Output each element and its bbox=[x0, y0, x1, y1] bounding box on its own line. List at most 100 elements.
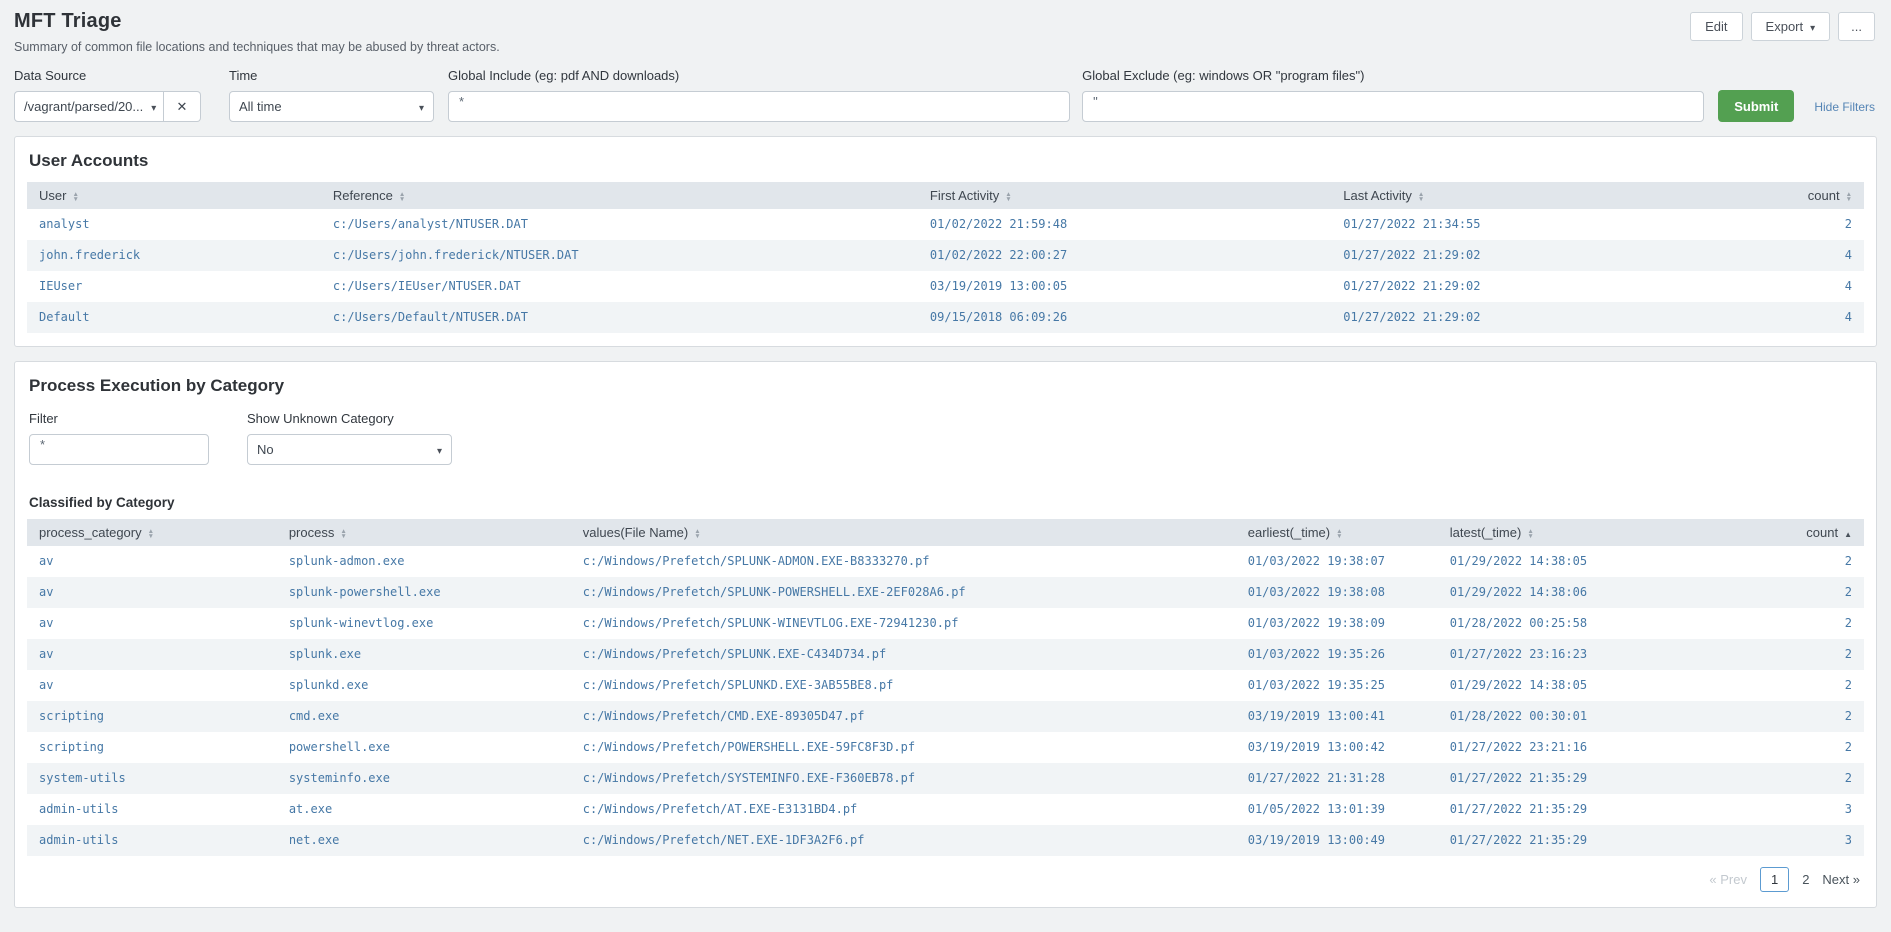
table-cell[interactable]: 2 bbox=[1844, 217, 1852, 231]
table-cell[interactable]: analyst bbox=[39, 217, 90, 231]
submit-button[interactable]: Submit bbox=[1718, 90, 1795, 122]
column-header-first-activity[interactable]: First Activity ▲ ▼ bbox=[917, 182, 1332, 209]
column-header-earliest-time[interactable]: earliest(_time) ▲ ▼ bbox=[1235, 519, 1438, 546]
table-cell[interactable]: 01/29/2022 14:38:05 bbox=[1449, 554, 1588, 568]
table-cell[interactable]: 4 bbox=[1844, 310, 1852, 324]
table-cell[interactable]: 01/27/2022 21:31:28 bbox=[1247, 771, 1386, 785]
table-cell[interactable]: 01/03/2022 19:38:09 bbox=[1247, 616, 1386, 630]
pagination-page-2[interactable]: 2 bbox=[1802, 872, 1810, 887]
table-cell[interactable]: system-utils bbox=[39, 771, 126, 785]
table-cell[interactable]: c:/Windows/Prefetch/SYSTEMINFO.EXE-F360E… bbox=[582, 771, 916, 785]
column-header-count[interactable]: count ▲ bbox=[1753, 519, 1864, 546]
table-cell[interactable]: splunk.exe bbox=[288, 647, 362, 661]
table-cell[interactable]: 2 bbox=[1844, 740, 1852, 754]
table-cell[interactable]: 01/27/2022 21:35:29 bbox=[1449, 833, 1588, 847]
table-cell[interactable]: av bbox=[39, 678, 54, 692]
table-cell[interactable]: c:/Windows/Prefetch/CMD.EXE-89305D47.pf bbox=[582, 709, 865, 723]
table-cell[interactable]: 2 bbox=[1844, 585, 1852, 599]
table-cell[interactable]: splunk-admon.exe bbox=[288, 554, 405, 568]
table-cell[interactable]: c:/Windows/Prefetch/NET.EXE-1DF3A2F6.pf bbox=[582, 833, 865, 847]
table-cell[interactable]: 03/19/2019 13:00:41 bbox=[1247, 709, 1386, 723]
table-cell[interactable]: Default bbox=[39, 310, 90, 324]
table-cell[interactable]: c:/Windows/Prefetch/SPLUNK.EXE-C434D734.… bbox=[582, 647, 887, 661]
table-cell[interactable]: 01/29/2022 14:38:05 bbox=[1449, 678, 1588, 692]
table-cell[interactable]: 01/02/2022 22:00:27 bbox=[929, 248, 1068, 262]
table-cell[interactable]: 03/19/2019 13:00:05 bbox=[929, 279, 1068, 293]
table-cell[interactable]: 2 bbox=[1844, 647, 1852, 661]
table-cell[interactable]: 4 bbox=[1844, 248, 1852, 262]
table-cell[interactable]: 01/05/2022 13:01:39 bbox=[1247, 802, 1386, 816]
table-cell[interactable]: 01/29/2022 14:38:06 bbox=[1449, 585, 1588, 599]
table-cell[interactable]: 4 bbox=[1844, 279, 1852, 293]
table-cell[interactable]: 01/27/2022 21:34:55 bbox=[1343, 217, 1481, 231]
table-cell[interactable]: 09/15/2018 06:09:26 bbox=[929, 310, 1068, 324]
table-cell[interactable]: systeminfo.exe bbox=[288, 771, 390, 785]
clear-data-source-button[interactable] bbox=[164, 91, 201, 122]
table-cell[interactable]: 01/03/2022 19:35:26 bbox=[1247, 647, 1386, 661]
table-cell[interactable]: 01/27/2022 21:35:29 bbox=[1449, 802, 1588, 816]
table-cell[interactable]: 01/27/2022 23:21:16 bbox=[1449, 740, 1588, 754]
column-header-values-file-name[interactable]: values(File Name) ▲ ▼ bbox=[570, 519, 1236, 546]
column-header-process[interactable]: process ▲ ▼ bbox=[276, 519, 571, 546]
table-cell[interactable]: admin-utils bbox=[39, 833, 119, 847]
more-options-button[interactable]: ... bbox=[1838, 12, 1875, 41]
table-cell[interactable]: 01/03/2022 19:35:25 bbox=[1247, 678, 1386, 692]
column-header-count[interactable]: count ▲ ▼ bbox=[1753, 182, 1864, 209]
table-cell[interactable]: 3 bbox=[1844, 833, 1852, 847]
show-unknown-category-dropdown[interactable]: No bbox=[247, 434, 452, 465]
pagination-page-1[interactable]: 1 bbox=[1759, 867, 1790, 892]
table-cell[interactable]: 2 bbox=[1844, 709, 1852, 723]
pagination-next[interactable]: Next » bbox=[1822, 872, 1860, 887]
table-cell[interactable]: c:/Windows/Prefetch/SPLUNK-POWERSHELL.EX… bbox=[582, 585, 966, 599]
table-cell[interactable]: 03/19/2019 13:00:42 bbox=[1247, 740, 1386, 754]
table-cell[interactable]: 01/27/2022 23:16:23 bbox=[1449, 647, 1588, 661]
table-cell[interactable]: 01/28/2022 00:25:58 bbox=[1449, 616, 1588, 630]
hide-filters-link[interactable]: Hide Filters bbox=[1814, 100, 1875, 114]
table-cell[interactable]: 01/27/2022 21:35:29 bbox=[1449, 771, 1588, 785]
data-source-dropdown[interactable]: /vagrant/parsed/20... bbox=[14, 91, 164, 122]
table-cell[interactable]: 01/02/2022 21:59:48 bbox=[929, 217, 1068, 231]
table-cell[interactable]: av bbox=[39, 554, 54, 568]
table-cell[interactable]: 01/03/2022 19:38:07 bbox=[1247, 554, 1386, 568]
global-exclude-input[interactable] bbox=[1082, 91, 1705, 122]
table-cell[interactable]: 03/19/2019 13:00:49 bbox=[1247, 833, 1386, 847]
table-cell[interactable]: scripting bbox=[39, 740, 105, 754]
table-cell[interactable]: av bbox=[39, 616, 54, 630]
column-header-last-activity[interactable]: Last Activity ▲ ▼ bbox=[1331, 182, 1754, 209]
table-cell[interactable]: c:/Windows/Prefetch/SPLUNKD.EXE-3AB55BE8… bbox=[582, 678, 894, 692]
table-cell[interactable]: 2 bbox=[1844, 771, 1852, 785]
table-cell[interactable]: c:/Users/IEUser/NTUSER.DAT bbox=[332, 279, 521, 293]
table-cell[interactable]: 01/28/2022 00:30:01 bbox=[1449, 709, 1588, 723]
table-cell[interactable]: at.exe bbox=[288, 802, 333, 816]
column-header-user[interactable]: User ▲ ▼ bbox=[27, 182, 321, 209]
column-header-process-category[interactable]: process_category ▲ ▼ bbox=[27, 519, 277, 546]
table-cell[interactable]: c:/Users/john.frederick/NTUSER.DAT bbox=[332, 248, 579, 262]
table-cell[interactable]: 01/27/2022 21:29:02 bbox=[1343, 279, 1481, 293]
table-cell[interactable]: c:/Users/analyst/NTUSER.DAT bbox=[332, 217, 528, 231]
table-cell[interactable]: splunk-winevtlog.exe bbox=[288, 616, 434, 630]
table-cell[interactable]: 2 bbox=[1844, 554, 1852, 568]
table-cell[interactable]: cmd.exe bbox=[288, 709, 340, 723]
process-filter-input[interactable] bbox=[29, 434, 209, 465]
table-cell[interactable]: splunkd.exe bbox=[288, 678, 369, 692]
table-cell[interactable]: IEUser bbox=[39, 279, 83, 293]
table-cell[interactable]: scripting bbox=[39, 709, 105, 723]
table-cell[interactable]: john.frederick bbox=[39, 248, 141, 262]
table-cell[interactable]: av bbox=[39, 585, 54, 599]
column-header-reference[interactable]: Reference ▲ ▼ bbox=[320, 182, 918, 209]
table-cell[interactable]: net.exe bbox=[288, 833, 340, 847]
time-range-dropdown[interactable]: All time bbox=[229, 91, 434, 122]
table-cell[interactable]: c:/Windows/Prefetch/POWERSHELL.EXE-59FC8… bbox=[582, 740, 916, 754]
pagination-prev[interactable]: « Prev bbox=[1709, 872, 1747, 887]
table-cell[interactable]: c:/Windows/Prefetch/SPLUNK-ADMON.EXE-B83… bbox=[582, 554, 930, 568]
table-cell[interactable]: 01/27/2022 21:29:02 bbox=[1343, 310, 1481, 324]
export-button[interactable]: Export bbox=[1750, 12, 1831, 41]
edit-button[interactable]: Edit bbox=[1690, 12, 1743, 41]
table-cell[interactable]: 01/03/2022 19:38:08 bbox=[1247, 585, 1386, 599]
table-cell[interactable]: 2 bbox=[1844, 678, 1852, 692]
table-cell[interactable]: 2 bbox=[1844, 616, 1852, 630]
table-cell[interactable]: c:/Windows/Prefetch/SPLUNK-WINEVTLOG.EXE… bbox=[582, 616, 959, 630]
table-cell[interactable]: c:/Windows/Prefetch/AT.EXE-E3131BD4.pf bbox=[582, 802, 858, 816]
table-cell[interactable]: av bbox=[39, 647, 54, 661]
column-header-latest-time[interactable]: latest(_time) ▲ ▼ bbox=[1437, 519, 1754, 546]
